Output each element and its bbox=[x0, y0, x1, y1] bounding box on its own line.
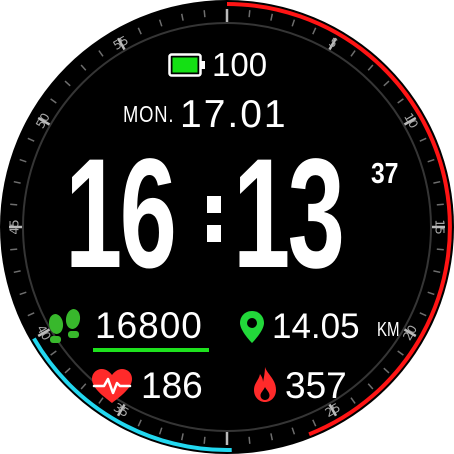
bezel-label: 50 bbox=[33, 111, 53, 131]
bezel-label: 35 bbox=[111, 400, 131, 420]
minor-tick bbox=[27, 137, 35, 142]
distance-value: 14.05 bbox=[272, 307, 360, 346]
inner-ring bbox=[22, 22, 432, 432]
bezel-ticks bbox=[9, 9, 445, 445]
minor-tick bbox=[98, 397, 104, 404]
steps-value: 16800 bbox=[95, 305, 203, 346]
minor-tick bbox=[13, 270, 21, 274]
minor-tick bbox=[312, 419, 317, 427]
time-colon bbox=[207, 196, 221, 242]
minor-tick bbox=[137, 419, 142, 427]
major-tick bbox=[403, 116, 417, 126]
minor-tick bbox=[158, 19, 163, 27]
minor-tick bbox=[367, 64, 374, 71]
day-of-week: MON. bbox=[123, 101, 175, 127]
minor-tick bbox=[419, 312, 427, 317]
minor-tick bbox=[180, 433, 184, 441]
steps-progress-bar bbox=[93, 348, 209, 352]
minor-tick bbox=[433, 180, 441, 184]
time-hours: 16 bbox=[65, 127, 177, 301]
minor-tick bbox=[10, 203, 18, 206]
minor-tick bbox=[427, 291, 435, 296]
minor-tick bbox=[270, 433, 274, 441]
minor-tick bbox=[248, 436, 251, 444]
time-minutes: 13 bbox=[233, 127, 345, 301]
minor-tick bbox=[64, 367, 71, 374]
minor-tick bbox=[350, 50, 356, 57]
minor-tick bbox=[419, 137, 427, 142]
major-tick bbox=[37, 116, 51, 126]
minor-tick bbox=[80, 64, 87, 71]
minor-tick bbox=[350, 397, 356, 404]
minor-tick bbox=[312, 27, 317, 35]
minor-tick bbox=[64, 80, 71, 87]
minor-tick bbox=[203, 436, 206, 444]
minor-tick bbox=[80, 383, 87, 390]
heart-pulse-icon bbox=[90, 367, 134, 410]
major-tick bbox=[116, 37, 126, 51]
minor-tick bbox=[436, 203, 444, 206]
location-pin-icon bbox=[238, 309, 266, 350]
bezel-label: 20 bbox=[400, 323, 420, 343]
bezel-label: 15 bbox=[433, 219, 447, 234]
bezel-label: 10 bbox=[401, 111, 421, 131]
minor-tick bbox=[98, 50, 104, 57]
time-seconds: 37 bbox=[371, 158, 399, 190]
minor-tick bbox=[19, 158, 27, 163]
minor-tick bbox=[10, 248, 18, 251]
minor-tick bbox=[27, 312, 35, 317]
minor-tick bbox=[397, 350, 404, 356]
minor-tick bbox=[158, 427, 163, 435]
minor-tick bbox=[180, 13, 184, 21]
major-tick bbox=[403, 328, 417, 338]
major-tick bbox=[328, 37, 338, 51]
calories-value: 357 bbox=[285, 365, 347, 406]
minor-tick bbox=[383, 367, 390, 374]
minor-tick bbox=[383, 80, 390, 87]
minor-tick bbox=[291, 427, 296, 435]
battery-level: 100 bbox=[212, 46, 268, 83]
major-tick bbox=[37, 328, 51, 338]
minor-tick bbox=[436, 248, 444, 251]
heart-rate-value: 186 bbox=[141, 365, 203, 406]
minor-tick bbox=[433, 270, 441, 274]
minor-tick bbox=[137, 27, 142, 35]
minor-tick bbox=[248, 10, 251, 18]
footsteps-icon bbox=[44, 307, 86, 356]
minor-tick bbox=[50, 350, 57, 356]
major-tick bbox=[116, 403, 126, 417]
distance-unit: KM bbox=[377, 319, 400, 341]
minor-tick bbox=[50, 98, 57, 104]
bezel-label: 45 bbox=[8, 219, 22, 234]
minor-tick bbox=[367, 383, 374, 390]
bezel-label: 55 bbox=[111, 33, 131, 53]
minor-tick bbox=[291, 19, 296, 27]
battery-icon bbox=[168, 53, 206, 82]
flame-icon bbox=[251, 366, 279, 409]
date-value: 17.01 bbox=[180, 93, 288, 136]
minor-tick bbox=[397, 98, 404, 104]
minor-tick bbox=[427, 158, 435, 163]
minor-tick bbox=[19, 291, 27, 296]
minor-tick bbox=[13, 180, 21, 184]
bezel-label: 25 bbox=[323, 400, 343, 420]
blue-progress-arc bbox=[32, 337, 232, 453]
major-tick bbox=[328, 403, 338, 417]
minor-tick bbox=[203, 10, 206, 18]
red-progress-arc bbox=[226, 2, 452, 437]
minor-tick bbox=[270, 13, 274, 21]
bezel-label: 40 bbox=[34, 323, 54, 343]
